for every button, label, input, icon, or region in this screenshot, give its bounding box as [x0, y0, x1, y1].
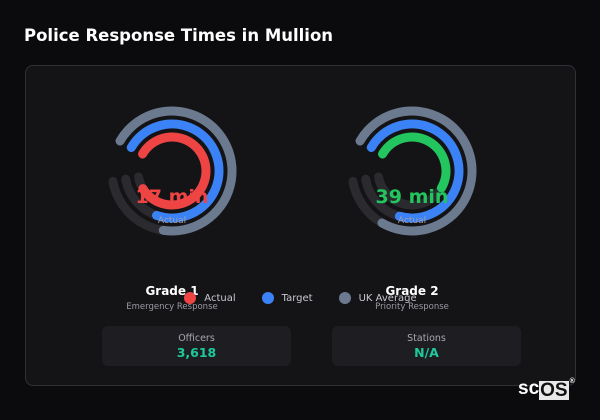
page-title: Police Response Times in Mullion — [24, 26, 334, 45]
response-times-card: 17 min Actual Grade 1 Emergency Response… — [25, 65, 576, 386]
gauge-value-label: Actual — [157, 216, 187, 226]
ring-uk-average — [115, 106, 237, 236]
gauge-subtitle: Priority Response — [375, 302, 449, 312]
gauge-rings — [348, 106, 477, 236]
ring-uk-average — [355, 106, 477, 236]
gauge-value-label: Actual — [397, 216, 427, 226]
ring-actual — [138, 132, 211, 210]
ring-actual — [378, 132, 451, 193]
legend-label: Target — [281, 292, 313, 304]
stat-label: Stations — [407, 333, 446, 344]
ring-target — [366, 119, 464, 223]
stat-value: 3,618 — [176, 345, 217, 360]
stat-stations: Stations N/A — [332, 326, 521, 366]
legend-label: UK Average — [358, 292, 417, 304]
scos-logo: sc OS ® — [518, 378, 575, 401]
gauge-grade-2: 39 min Actual Grade 2 Priority Response — [332, 106, 492, 312]
gauge-grade-1: 17 min Actual Grade 1 Emergency Response — [92, 106, 252, 312]
gauge-value: 17 min — [135, 186, 209, 208]
legend-item-actual: Actual — [184, 292, 236, 304]
legend-label: Actual — [204, 292, 236, 304]
stat-value: N/A — [414, 345, 439, 360]
legend-item-uk-average: UK Average — [338, 292, 417, 304]
stat-officers: Officers 3,618 — [102, 326, 291, 366]
legend-dot — [338, 292, 351, 304]
legend: Actual Target UK Average — [26, 292, 575, 304]
legend-item-target: Target — [261, 292, 313, 304]
stat-label: Officers — [178, 333, 215, 344]
legend-dot — [261, 292, 274, 304]
gauge-rings — [108, 106, 237, 236]
gauge-value: 39 min — [375, 186, 449, 208]
ring-target — [126, 119, 224, 223]
gauge-subtitle: Emergency Response — [126, 302, 218, 312]
gauge-name: Grade 2 — [385, 284, 439, 298]
legend-dot — [184, 292, 197, 304]
